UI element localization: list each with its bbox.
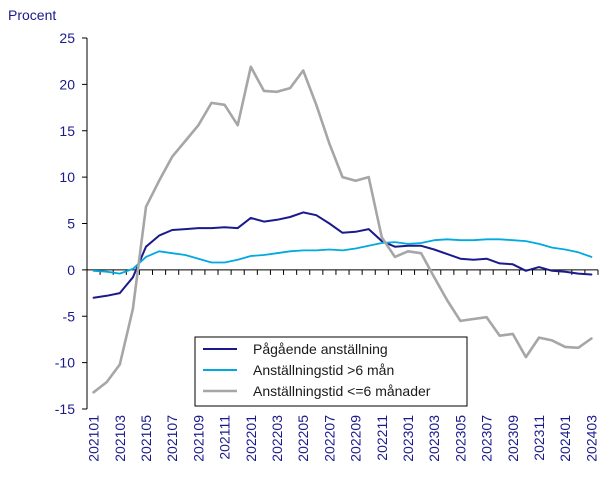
x-tick-label: 202211 <box>374 415 390 461</box>
legend-label-3: Anställningstid <=6 månader <box>253 383 431 399</box>
x-tick-label: 202103 <box>112 415 128 462</box>
x-tick-label: 202305 <box>452 415 468 462</box>
legend: Pågående anställning Anställningstid >6 m… <box>194 336 468 407</box>
x-tick-label: 202109 <box>190 415 206 462</box>
y-axis-unit-label: Procent <box>8 7 56 23</box>
x-tick-label: 202101 <box>86 415 102 462</box>
series-line-3 <box>92 65 593 394</box>
x-tick-label: 202111 <box>217 415 233 460</box>
x-tick-label: 202207 <box>321 415 337 462</box>
x-tick-label: 202403 <box>583 415 599 462</box>
legend-label-2: Anställningstid >6 mån <box>253 362 394 378</box>
y-tick-label: 5 <box>67 216 75 232</box>
series-line-2 <box>92 238 593 275</box>
x-tick-label: 202301 <box>400 415 416 462</box>
x-tick-label: 202209 <box>348 415 364 462</box>
x-tick-label: 202107 <box>164 415 180 462</box>
y-tick-label: -5 <box>63 308 76 324</box>
y-tick-label: 15 <box>59 123 75 139</box>
x-tick-label: 202201 <box>243 415 259 462</box>
x-tick-label: 202307 <box>479 415 495 462</box>
x-tick-label: 202311 <box>531 415 547 461</box>
y-tick-label: 25 <box>59 30 75 46</box>
x-tick-label: 202203 <box>269 415 285 462</box>
legend-box <box>194 336 468 407</box>
y-tick-label: -15 <box>55 401 75 417</box>
y-tick-label: -10 <box>55 355 75 371</box>
legend-label-1: Pågående anställning <box>253 341 388 357</box>
axis-layer: 25 20 15 10 5 0 -5 -10 -15 202101 202103 202105 2021… <box>55 30 600 462</box>
series-line-1 <box>92 211 593 299</box>
x-tick-label: 202303 <box>426 415 442 462</box>
x-tick-label: 202105 <box>138 415 154 462</box>
x-tick-label: 202401 <box>557 415 573 462</box>
y-tick-label: 10 <box>59 169 75 185</box>
y-tick-label: 20 <box>59 76 75 92</box>
series-layer <box>92 65 593 394</box>
x-tick-label: 202309 <box>505 415 521 462</box>
x-tick-label: 202205 <box>295 415 311 462</box>
y-tick-label: 0 <box>67 262 75 278</box>
